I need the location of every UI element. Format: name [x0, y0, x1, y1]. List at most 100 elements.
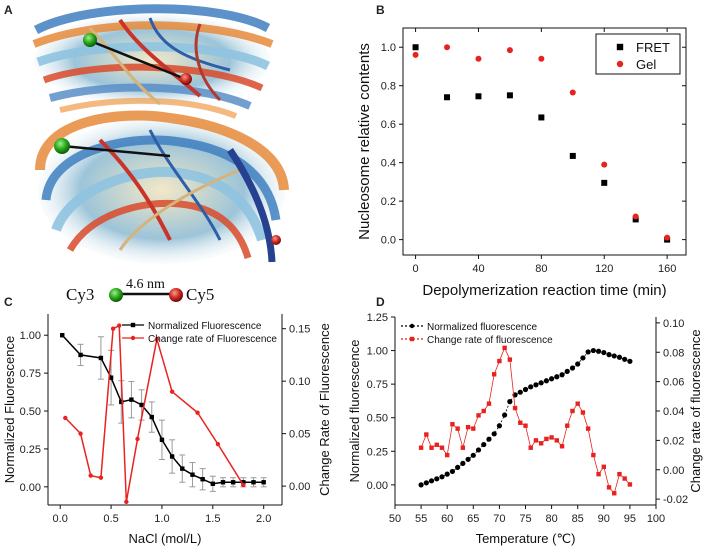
data-point — [439, 474, 445, 480]
legend-label-fret: FRET — [636, 40, 670, 55]
x-tick-label: 50 — [389, 513, 401, 525]
x-tick-label: 120 — [595, 263, 613, 275]
y-tick-label: 0.4 — [381, 158, 396, 170]
data-point — [124, 499, 129, 505]
data-point — [465, 424, 471, 430]
data-point — [533, 438, 539, 443]
y-tick-label: 0.0 — [381, 235, 396, 247]
y-tick-label: 0.50 — [367, 413, 388, 425]
data-point — [445, 452, 450, 458]
legend-marker-fret — [616, 43, 624, 51]
data-point — [465, 456, 471, 462]
data-point — [60, 333, 65, 338]
legend-label: Change rate of fluorescence — [427, 335, 553, 346]
data-point — [506, 92, 513, 99]
data-point — [627, 482, 633, 487]
x-axis-label: NaCl (mol/L) — [129, 531, 202, 546]
x-tick-label: 55 — [415, 513, 427, 525]
x-tick-label: 0.0 — [53, 513, 68, 525]
y-tick-label: 1.00 — [20, 330, 41, 342]
data-point — [538, 55, 545, 62]
data-point — [98, 475, 104, 480]
data-point — [450, 422, 455, 427]
legend-frame — [595, 33, 681, 75]
data-point — [180, 466, 185, 471]
data-point — [149, 414, 154, 420]
data-point — [424, 432, 429, 437]
data-point — [460, 460, 466, 466]
data-point — [418, 482, 424, 488]
cy3-sphere-icon — [109, 288, 123, 302]
data-point — [565, 423, 570, 428]
y-tick-label: 0.25 — [20, 444, 41, 456]
y2-axis-label: Change rate of fluorescence — [688, 329, 703, 492]
y2-tick-label: -0.02 — [663, 494, 688, 506]
legend-label: Change rate of Fluorescence — [148, 334, 277, 345]
y2-axis-label: Change Rate of Fluorescence — [317, 323, 332, 496]
data-point — [210, 481, 216, 486]
plot-frame — [402, 27, 687, 256]
x-tick-label: 80 — [545, 513, 557, 525]
series-0 — [418, 347, 633, 488]
legend-label-gel: Gel — [636, 57, 656, 72]
y-axis-label: Normalized Fluorescence — [2, 336, 17, 483]
y-tick-label: 0.75 — [20, 368, 41, 380]
data-point — [117, 323, 122, 328]
data-point — [429, 445, 434, 450]
data-point — [569, 365, 576, 371]
data-point — [538, 380, 544, 386]
y-tick-label: 0.75 — [367, 379, 388, 391]
data-point — [549, 435, 554, 440]
data-point — [569, 89, 576, 96]
data-point — [585, 426, 591, 431]
x-tick-label: 1.0 — [154, 513, 169, 525]
data-point — [606, 352, 612, 358]
cy5-sphere-icon — [169, 288, 183, 302]
data-point — [507, 357, 513, 362]
series-1 — [63, 323, 246, 505]
y-tick-label: 0.50 — [20, 406, 41, 418]
y-tick-label: 1.00 — [367, 346, 388, 358]
data-point — [471, 426, 476, 431]
data-point — [135, 436, 140, 442]
data-point — [88, 473, 93, 478]
legend-marker — [130, 322, 136, 328]
data-point — [139, 402, 144, 408]
data-point — [575, 401, 580, 406]
data-point — [528, 445, 533, 450]
data-point — [617, 471, 622, 477]
data-point — [559, 372, 565, 378]
data-point — [78, 352, 83, 358]
data-point — [230, 480, 236, 485]
y-tick-label: 0.8 — [381, 81, 396, 93]
data-point — [129, 397, 134, 402]
data-point — [481, 441, 487, 448]
y2-tick-label: 0.04 — [663, 406, 684, 418]
panel-a: A — [4, 3, 289, 304]
legend-label: Normalized Fluorescence — [148, 321, 262, 332]
data-point — [444, 94, 451, 101]
data-point — [63, 415, 68, 421]
series-0 — [60, 333, 267, 492]
data-point — [585, 349, 591, 355]
y-tick-label: 1.25 — [367, 312, 388, 324]
data-point — [444, 44, 451, 51]
charts-layer: B 0 40 80 120 160 0.0 0.2 0.4 0.6 0.8 1.0 Depolymeri… — [2, 3, 703, 546]
data-point — [538, 441, 544, 446]
x-tick-label: 65 — [467, 513, 479, 525]
x-tick-label: 1.5 — [205, 513, 220, 525]
data-point — [559, 444, 565, 449]
data-point — [455, 426, 460, 431]
data-point — [580, 410, 586, 415]
data-point — [470, 452, 476, 458]
chart-d: D 50 55 60 65 70 75 80 85 90 95 100 0.00 0.25 0.50 0.75… — [347, 295, 703, 546]
y2-tick-label: 0.08 — [663, 347, 684, 359]
data-point — [590, 347, 596, 354]
data-point — [261, 480, 266, 485]
data-point — [169, 389, 175, 394]
data-point — [664, 234, 671, 241]
data-point — [580, 355, 586, 361]
data-point — [241, 480, 246, 485]
data-point — [215, 441, 221, 447]
data-point — [569, 152, 576, 159]
